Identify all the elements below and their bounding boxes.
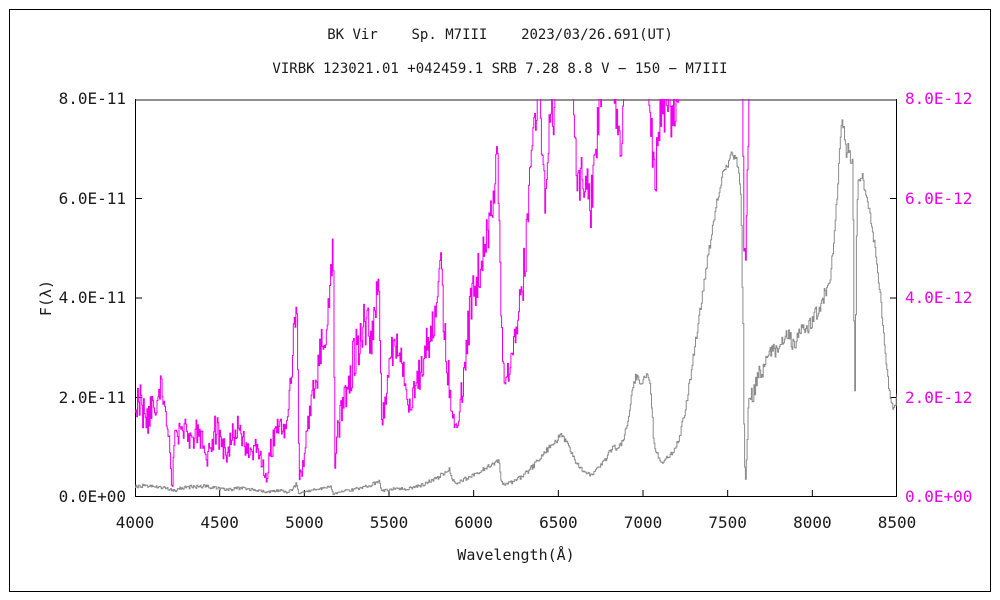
y-tick-label-left: 6.0E-11 <box>58 188 126 208</box>
plot-area <box>134 99 898 497</box>
x-tick-label: 8000 <box>793 513 832 532</box>
x-tick-label: 4000 <box>115 513 155 532</box>
x-tick-label: 4500 <box>200 513 239 532</box>
y-tick-label-left: 2.0E-11 <box>58 387 126 407</box>
x-tick-label: 8500 <box>877 513 917 532</box>
y-tick-label-right: 4.0E-12 <box>905 288 973 307</box>
x-tick-label: 7000 <box>623 513 663 532</box>
y-tick-label-right: 0.0E+00 <box>905 487 973 506</box>
chart-title: BK Vir Sp. M7III 2023/03/26.691(UT) <box>327 27 673 43</box>
y-tick-label-left: 8.0E-11 <box>58 89 126 108</box>
x-axis-label: Wavelength(Å) <box>457 546 575 564</box>
x-tick-label: 6500 <box>539 513 578 532</box>
outer-frame <box>9 9 991 592</box>
y-tick-label-left: 0.0E+00 <box>58 487 126 506</box>
spectrum-plot-svg <box>134 99 898 497</box>
plot-frame <box>134 99 898 497</box>
x-tick-label: 5500 <box>369 513 409 532</box>
chart-subtitle: VIRBK 123021.01 +042459.1 SRB 7.28 8.8 V… <box>272 61 728 77</box>
gray-spectrum-curve <box>135 119 897 496</box>
curve-layer <box>135 99 897 496</box>
magenta-spectrum-curve <box>135 99 750 487</box>
y-tick-label-left: 4.0E-11 <box>58 288 126 307</box>
y-tick-label-right: 6.0E-12 <box>905 188 973 208</box>
x-tick-label: 5000 <box>285 513 324 532</box>
y-tick-label-right: 2.0E-12 <box>905 387 973 407</box>
x-tick-label: 7500 <box>708 513 747 532</box>
y-tick-label-right: 8.0E-12 <box>905 89 973 108</box>
y-axis-label: F(λ) <box>37 279 55 317</box>
x-tick-label: 6000 <box>454 513 493 532</box>
